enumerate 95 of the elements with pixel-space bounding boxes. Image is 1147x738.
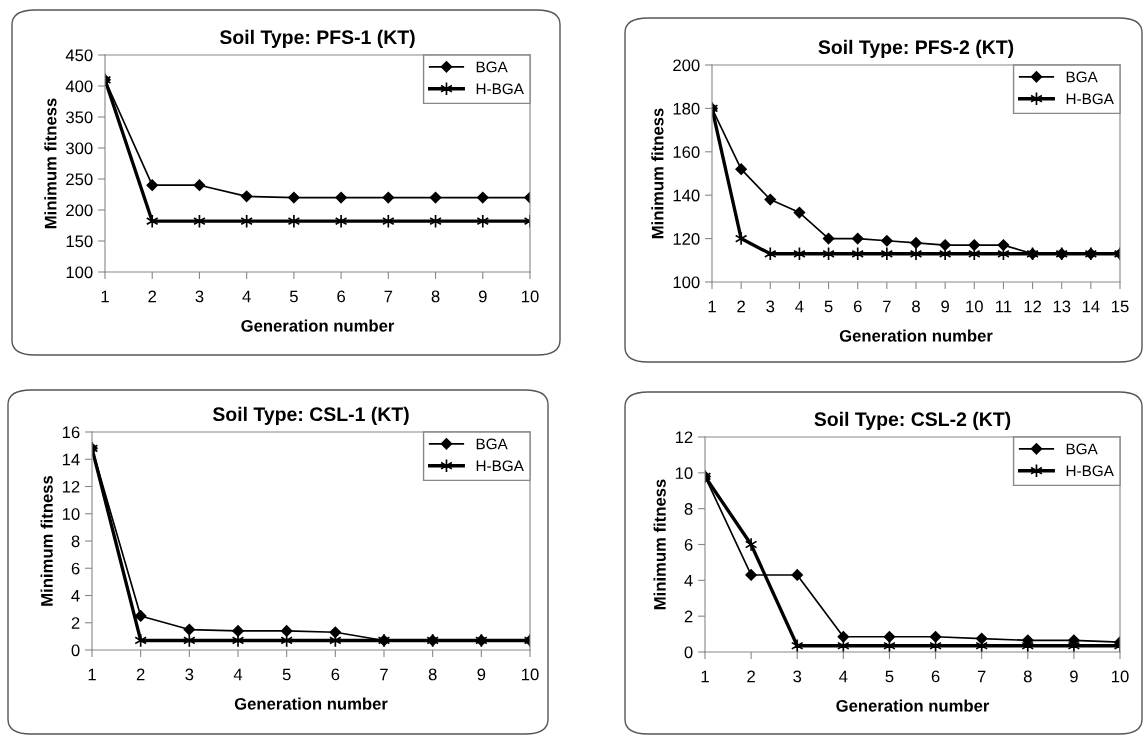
y-tick-label: 14 bbox=[62, 453, 80, 466]
x-tick-label: 3 bbox=[195, 290, 204, 303]
x-tick-label: 10 bbox=[522, 290, 539, 303]
y-tick-label: 12 bbox=[62, 480, 80, 493]
y-tick-label: 120 bbox=[673, 233, 700, 245]
y-axis-title: Minimum fitness bbox=[44, 98, 57, 229]
chart-title: Soil Type: PFS-2 (KT) bbox=[818, 39, 1014, 58]
y-tick-label: 180 bbox=[673, 102, 700, 115]
y-tick-label: 8 bbox=[684, 503, 693, 515]
legend-label: BGA bbox=[476, 438, 508, 450]
y-tick-label: 10 bbox=[675, 467, 693, 480]
y-tick-label: 4 bbox=[71, 590, 80, 602]
y-tick-label: 160 bbox=[673, 146, 700, 158]
y-tick-label: 6 bbox=[71, 562, 80, 575]
y-tick-label: 100 bbox=[66, 266, 93, 279]
x-tick-label: 4 bbox=[839, 670, 848, 683]
x-tick-label: 5 bbox=[289, 290, 298, 303]
y-tick-label: 400 bbox=[65, 80, 93, 93]
x-tick-label: 12 bbox=[1024, 300, 1041, 313]
x-tick-label: 4 bbox=[242, 290, 251, 303]
chart-title: Soil Type: CSL-2 (KT) bbox=[814, 411, 1011, 430]
x-tick-label: 8 bbox=[431, 290, 440, 303]
y-tick-label: 10 bbox=[62, 508, 80, 520]
x-tick-label: 13 bbox=[1053, 300, 1071, 313]
y-axis-title: Minimum fitness bbox=[40, 475, 53, 606]
y-tick-label: 0 bbox=[71, 644, 80, 657]
y-tick-label: 12 bbox=[675, 431, 693, 444]
y-tick-label: 0 bbox=[684, 646, 693, 659]
x-tick-label: 7 bbox=[977, 670, 986, 683]
x-tick-label: 2 bbox=[148, 290, 157, 303]
x-tick-label: 7 bbox=[883, 300, 891, 313]
chart-title: Soil Type: CSL-1 (KT) bbox=[212, 406, 409, 425]
x-tick-label: 10 bbox=[522, 668, 539, 681]
x-tick-label: 10 bbox=[966, 300, 983, 313]
x-tick-label: 9 bbox=[941, 300, 949, 313]
legend-label: BGA bbox=[476, 61, 508, 73]
chart-title: Soil Type: PFS-1 (KT) bbox=[219, 29, 415, 48]
x-tick-label: 1 bbox=[101, 290, 109, 303]
x-tick-label: 5 bbox=[824, 300, 833, 313]
x-tick-label: 2 bbox=[747, 670, 755, 683]
legend-label: H-BGA bbox=[1066, 465, 1114, 477]
x-tick-label: 8 bbox=[428, 668, 437, 681]
x-tick-label: 1 bbox=[701, 670, 709, 683]
x-tick-label: 5 bbox=[885, 670, 894, 683]
y-tick-label: 300 bbox=[66, 142, 93, 155]
y-tick-label: 4 bbox=[684, 574, 693, 587]
x-axis-title: Generation number bbox=[836, 699, 990, 712]
x-axis-title: Generation number bbox=[234, 697, 388, 710]
y-axis-title: Minimum fitness bbox=[653, 479, 666, 610]
x-tick-label: 5 bbox=[282, 668, 291, 681]
y-tick-label: 2 bbox=[71, 617, 80, 629]
y-tick-label: 6 bbox=[684, 538, 693, 551]
y-axis-title: Minimum fitness bbox=[651, 108, 664, 239]
x-tick-label: 1 bbox=[88, 668, 96, 681]
legend-label: BGA bbox=[1066, 71, 1098, 83]
y-tick-label: 200 bbox=[673, 59, 700, 72]
y-tick-label: 8 bbox=[71, 535, 80, 548]
x-tick-label: 11 bbox=[996, 300, 1012, 313]
legend-label: H-BGA bbox=[476, 460, 524, 472]
y-tick-label: 2 bbox=[684, 610, 693, 623]
x-tick-label: 15 bbox=[1112, 300, 1129, 313]
x-tick-label: 2 bbox=[136, 668, 145, 681]
y-tick-label: 250 bbox=[66, 173, 93, 186]
x-tick-label: 1 bbox=[708, 300, 716, 313]
x-tick-label: 6 bbox=[853, 300, 862, 313]
x-tick-label: 7 bbox=[384, 290, 393, 303]
y-tick-label: 100 bbox=[673, 276, 700, 289]
legend-label: H-BGA bbox=[476, 83, 524, 95]
legend-label: BGA bbox=[1066, 443, 1098, 455]
x-tick-label: 8 bbox=[912, 300, 920, 313]
x-tick-label: 9 bbox=[478, 290, 487, 303]
x-tick-label: 2 bbox=[737, 300, 745, 313]
y-tick-label: 450 bbox=[65, 49, 93, 62]
x-tick-label: 3 bbox=[766, 300, 775, 313]
x-tick-label: 4 bbox=[795, 300, 804, 313]
y-tick-label: 150 bbox=[66, 235, 93, 248]
x-tick-label: 4 bbox=[233, 668, 243, 681]
x-tick-label: 9 bbox=[477, 668, 486, 681]
x-tick-label: 3 bbox=[185, 668, 194, 681]
x-tick-label: 14 bbox=[1082, 300, 1100, 313]
x-tick-label: 9 bbox=[1070, 670, 1078, 683]
x-tick-label: 6 bbox=[331, 668, 340, 681]
x-axis-title: Generation number bbox=[241, 319, 395, 332]
x-tick-label: 6 bbox=[337, 290, 346, 303]
y-tick-label: 350 bbox=[66, 111, 93, 124]
y-tick-label: 16 bbox=[62, 426, 80, 439]
x-tick-label: 7 bbox=[380, 668, 388, 681]
x-axis-title: Generation number bbox=[839, 329, 993, 342]
x-tick-label: 8 bbox=[1023, 670, 1032, 683]
x-tick-label: 10 bbox=[1112, 670, 1129, 683]
x-tick-label: 3 bbox=[793, 670, 802, 683]
y-tick-label: 200 bbox=[66, 204, 93, 217]
y-tick-label: 140 bbox=[673, 189, 700, 202]
x-tick-label: 6 bbox=[931, 670, 940, 683]
legend-label: H-BGA bbox=[1066, 93, 1114, 105]
